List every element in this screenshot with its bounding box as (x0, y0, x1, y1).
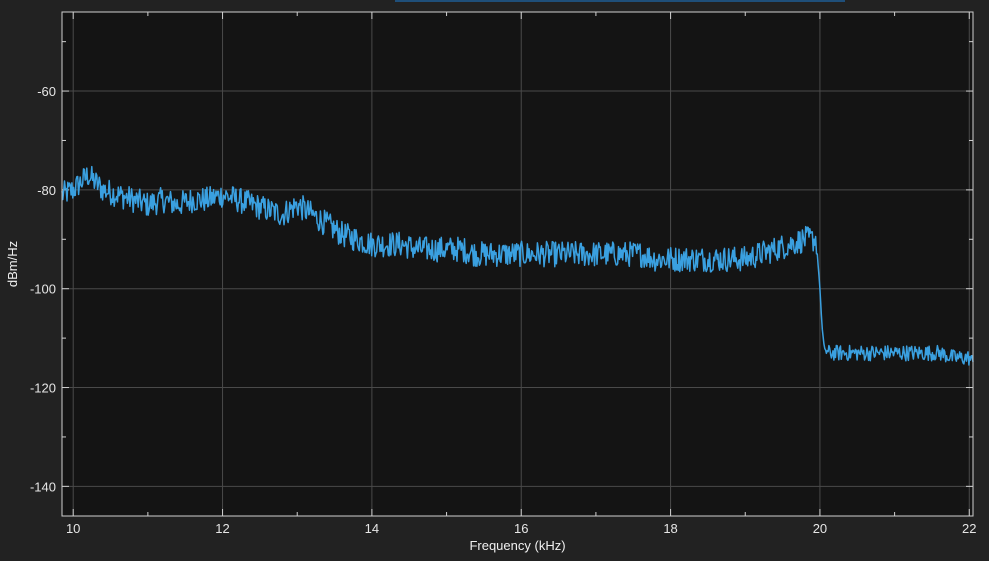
y-tick-label: -100 (30, 282, 56, 297)
x-tick-label: 14 (365, 521, 379, 536)
x-tick-label: 16 (514, 521, 528, 536)
window-accent-bar (395, 0, 845, 2)
x-axis-label: Frequency (kHz) (469, 538, 565, 553)
x-tick-label: 20 (813, 521, 827, 536)
y-tick-label: -120 (30, 381, 56, 396)
x-tick-label: 10 (66, 521, 80, 536)
x-tick-label: 22 (962, 521, 976, 536)
series-layer (61, 165, 974, 366)
y-tick-label: -80 (37, 183, 56, 198)
series-line (61, 165, 974, 366)
x-tick-label: 12 (215, 521, 229, 536)
plot-frame (61, 11, 974, 517)
y-tick-label: -60 (37, 84, 56, 99)
y-axis-label: dBm/Hz (5, 241, 20, 287)
tick-labels: 10 12 14 16 18 20 22 -60 -80 -100 -120 -140 (30, 84, 977, 536)
axis-ticks (62, 12, 973, 516)
y-tick-label: -140 (30, 479, 56, 494)
x-tick-label: 18 (663, 521, 677, 536)
plot-area (62, 12, 973, 516)
